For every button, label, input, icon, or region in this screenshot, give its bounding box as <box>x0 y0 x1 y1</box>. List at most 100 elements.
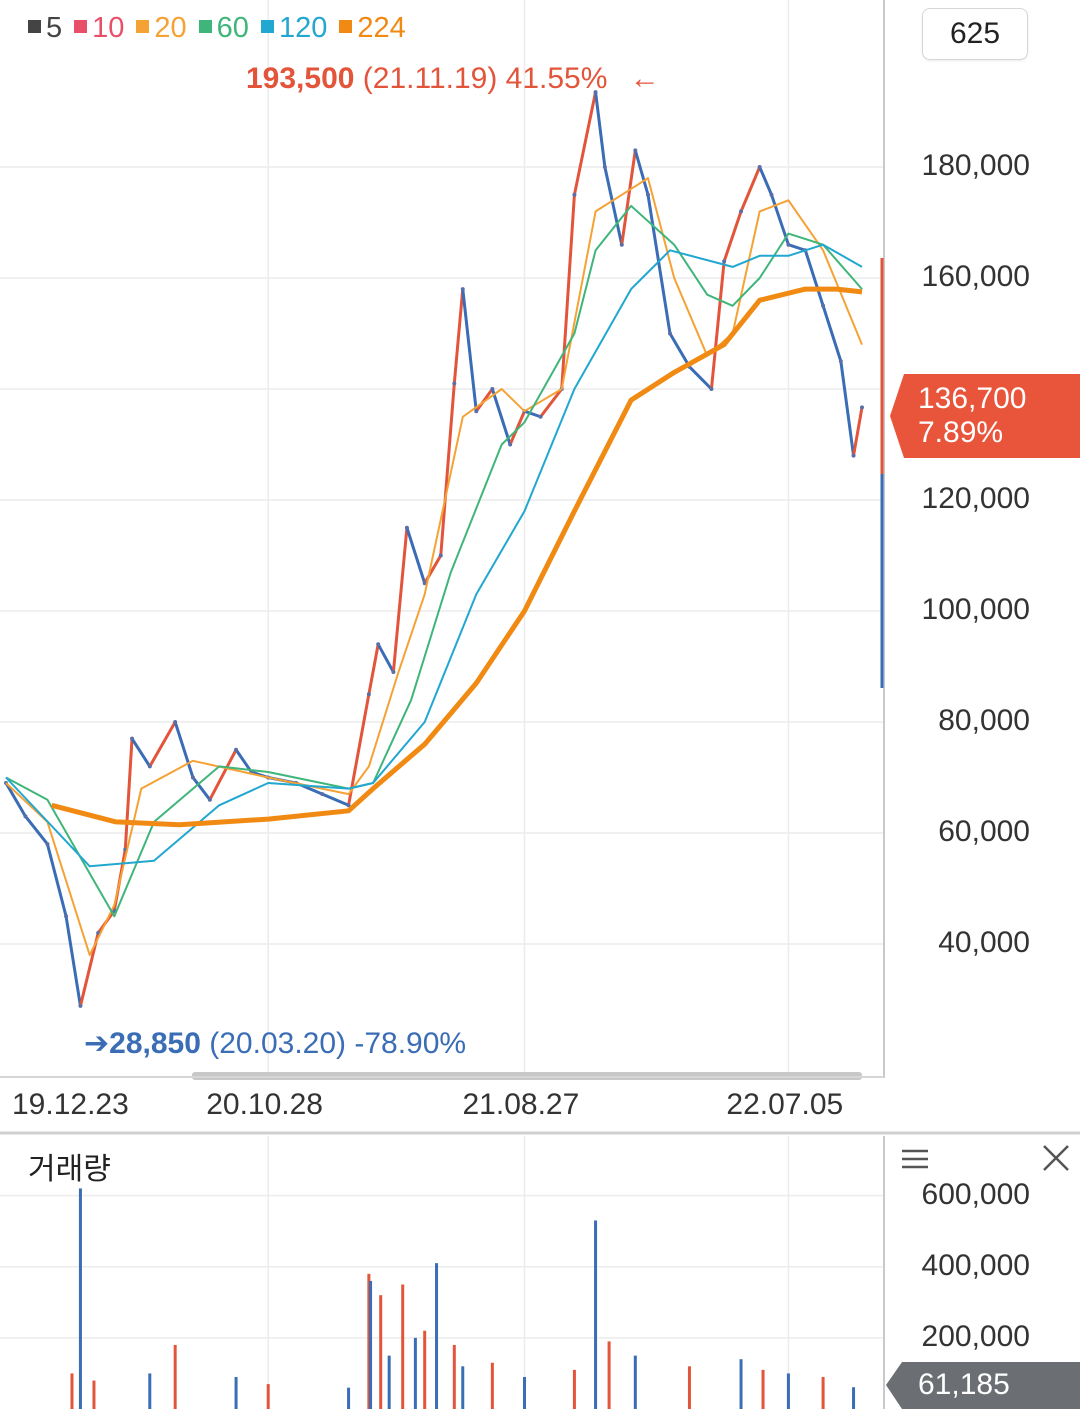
price-segment <box>603 165 624 247</box>
price-segment <box>709 259 726 391</box>
price-point <box>346 803 351 808</box>
x-tick-label: 21.08.27 <box>462 1088 580 1121</box>
volume-bar <box>761 1369 765 1409</box>
price-point <box>619 242 624 247</box>
price-point <box>490 387 495 391</box>
menu-icon[interactable] <box>900 1144 930 1174</box>
price-point <box>633 148 638 153</box>
volume-bar <box>852 1387 856 1409</box>
volume-bar <box>173 1344 177 1409</box>
price-point <box>739 209 744 214</box>
volume-bar <box>786 1373 790 1409</box>
volume-bar <box>413 1337 417 1409</box>
legend-item-20[interactable]: 20 <box>136 12 187 44</box>
ma-120-line <box>5 243 863 868</box>
price-segment <box>376 642 395 674</box>
volume-bar <box>78 1188 82 1409</box>
min-price-value: 28,850 <box>109 1027 201 1060</box>
price-segment <box>839 359 856 458</box>
volume-bar <box>401 1284 405 1409</box>
x-tick-label: 19.12.23 <box>12 1088 129 1121</box>
price-segment <box>367 642 380 696</box>
volume-bars <box>70 1188 856 1409</box>
legend-item-5[interactable]: 5 <box>28 12 62 44</box>
legend-swatch <box>260 20 274 33</box>
x-tick-label: 20.10.28 <box>206 1088 323 1121</box>
legend-item-120[interactable]: 120 <box>260 12 327 44</box>
price-point <box>593 90 598 95</box>
legend-label: 10 <box>92 12 125 44</box>
max-price-annotation: 193,500 (21.11.19) 41.55% ← <box>246 62 660 96</box>
price-segment <box>347 692 371 807</box>
min-arrow-icon: ➔ <box>84 1027 110 1060</box>
price-segment <box>474 387 494 413</box>
legend-item-10[interactable]: 10 <box>74 12 124 44</box>
price-point <box>78 1003 83 1008</box>
price-segment <box>439 381 456 557</box>
volume-bar <box>607 1341 611 1409</box>
legend-swatch <box>339 20 353 33</box>
price-segment <box>191 776 212 802</box>
volume-bar <box>523 1376 527 1409</box>
current-volume-tag: 61,185 <box>886 1362 1080 1409</box>
price-segment <box>668 332 691 369</box>
volume-bar <box>452 1344 456 1409</box>
price-point <box>147 764 152 769</box>
price-point <box>452 381 457 386</box>
price-point <box>851 453 856 458</box>
volume-panel-title: 거래량 <box>28 1153 111 1186</box>
current-price-tag: 136,700 7.89% <box>890 374 1080 458</box>
volume-bar <box>821 1376 825 1409</box>
price-segment <box>234 748 253 774</box>
price-segment <box>852 405 864 458</box>
price-segment <box>405 526 427 585</box>
legend-label: 60 <box>216 12 249 44</box>
min-price-date: (20.03.20) <box>209 1027 347 1060</box>
legend-item-60[interactable]: 60 <box>198 12 249 44</box>
price-segment <box>722 209 743 263</box>
price-point <box>130 736 135 741</box>
price-segment <box>64 914 82 1008</box>
legend-item-224[interactable]: 224 <box>339 12 406 44</box>
price-point <box>234 747 239 752</box>
min-price-pct: -78.90% <box>354 1027 467 1060</box>
price-segment <box>123 737 134 852</box>
price-segment <box>45 842 68 918</box>
y-tick-label: 40,000 <box>938 926 1030 959</box>
volume-bar <box>490 1362 494 1409</box>
volume-bar <box>739 1359 743 1409</box>
price-point <box>474 409 479 414</box>
price-point <box>320 792 325 797</box>
price-point <box>646 192 650 197</box>
max-arrow-icon: ← <box>629 62 660 95</box>
price-segment <box>739 165 762 213</box>
y-tick-label: 120,000 <box>921 482 1030 515</box>
close-icon[interactable] <box>1040 1142 1072 1174</box>
price-segment <box>23 814 49 846</box>
max-price-pct: 41.55% <box>505 62 608 95</box>
y-tick-label: 180,000 <box>921 149 1030 182</box>
price-segment <box>320 792 351 807</box>
current-volume-value: 61,185 <box>918 1368 1010 1401</box>
price-segment <box>490 387 512 446</box>
current-price-value: 136,700 <box>918 382 1027 415</box>
price-point <box>508 442 513 447</box>
volume-bar <box>423 1330 427 1409</box>
max-price-date: (21.11.19) <box>362 62 498 95</box>
volume-bar <box>367 1273 371 1409</box>
price-segment <box>594 90 607 169</box>
price-segment <box>821 304 843 363</box>
period-count-button[interactable]: 625 <box>922 8 1028 60</box>
min-price-annotation: ➔28,850 (20.03.20) -78.90% <box>84 1026 466 1061</box>
legend-label: 20 <box>154 12 187 44</box>
price-segment <box>523 409 543 419</box>
price-point <box>422 581 427 586</box>
ma-224-line <box>51 286 863 828</box>
price-grid <box>0 0 884 1409</box>
price-segment <box>539 387 564 419</box>
y-tick-label: 80,000 <box>938 704 1030 737</box>
y-tick-label: 100,000 <box>921 593 1030 626</box>
price-point <box>45 842 50 847</box>
